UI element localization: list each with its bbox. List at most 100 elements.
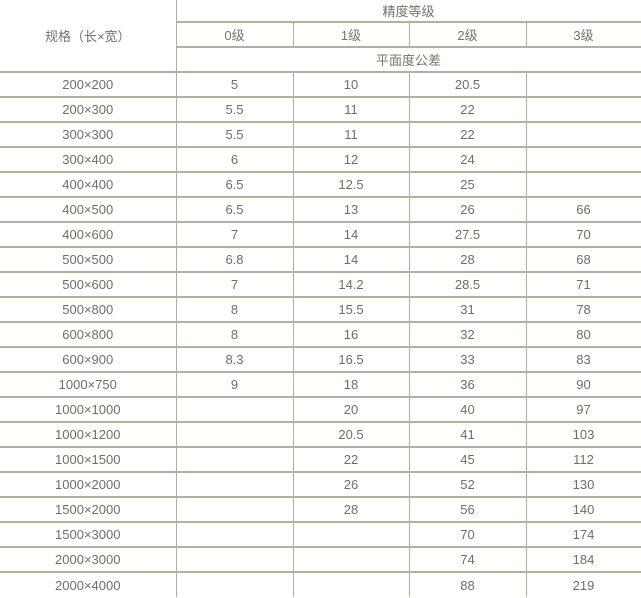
header-row-grade-levels: 0级 1级 2级 3级 <box>0 21 641 48</box>
grade-2-value-cell: 40 <box>408 396 527 423</box>
grade-1-value-cell: 12.5 <box>292 171 410 198</box>
header-row-grade-group: 规格（长×宽） 精度等级 <box>0 0 641 73</box>
grade-1-value-cell <box>292 521 410 548</box>
grade-2-value-cell: 41 <box>408 421 527 448</box>
table-row: 600×900 8.3 16.5 33 83 <box>0 346 641 373</box>
grade-1-value-cell: 11 <box>292 121 410 148</box>
grade-2-value-cell: 26 <box>408 196 527 223</box>
grade-0-value-cell <box>175 546 294 573</box>
table-row: 1000×1000 20 40 97 <box>0 396 641 423</box>
table-row: 1500×3000 70 174 <box>0 521 641 548</box>
spec-cell: 400×400 <box>0 171 177 198</box>
spec-cell: 1000×2000 <box>0 471 177 498</box>
table-row: 1000×1500 22 45 112 <box>0 446 641 473</box>
grade-3-value-cell: 68 <box>525 246 641 273</box>
grade-0-value-cell: 9 <box>175 371 294 398</box>
grade-1-value-cell: 13 <box>292 196 410 223</box>
grade-2-value-cell: 70 <box>408 521 527 548</box>
grade-2-value-cell: 52 <box>408 471 527 498</box>
grade-3-value-cell <box>525 71 641 98</box>
spec-cell: 1500×2000 <box>0 496 177 523</box>
grade-1-value-cell: 14.2 <box>292 271 410 298</box>
grade-0-value-cell <box>175 396 294 423</box>
header-row-tolerance: 平面度公差 <box>0 46 641 73</box>
grade-0-value-cell: 8 <box>175 296 294 323</box>
grade-2-value-cell: 56 <box>408 496 527 523</box>
grade-2-value-cell: 22 <box>408 96 527 123</box>
grade-3-value-cell: 78 <box>525 296 641 323</box>
table-row: 200×300 5.5 11 22 <box>0 96 641 123</box>
grade-2-value-cell: 24 <box>408 146 527 173</box>
grade-3-value-cell <box>525 121 641 148</box>
grade-3-value-cell: 90 <box>525 371 641 398</box>
table-row: 500×500 6.8 14 28 68 <box>0 246 641 273</box>
grade-0-value-cell <box>175 571 294 597</box>
grade-0-value-cell <box>175 421 294 448</box>
table-row: 400×400 6.5 12.5 25 <box>0 171 641 198</box>
grade-0-value-cell <box>175 446 294 473</box>
spec-cell: 1000×1500 <box>0 446 177 473</box>
grade-0-value-cell: 6 <box>175 146 294 173</box>
spec-cell: 1000×1000 <box>0 396 177 423</box>
grade-0-value-cell: 5.5 <box>175 96 294 123</box>
spec-cell: 400×600 <box>0 221 177 248</box>
grade-0-value-cell: 8 <box>175 321 294 348</box>
table-row: 1000×2000 26 52 130 <box>0 471 641 498</box>
spec-cell: 600×900 <box>0 346 177 373</box>
table-row: 600×800 8 16 32 80 <box>0 321 641 348</box>
table-row: 1000×1200 20.5 41 103 <box>0 421 641 448</box>
grade-3-value-cell: 70 <box>525 221 641 248</box>
grade-3-value-cell <box>525 96 641 123</box>
tolerance-header-cell: 平面度公差 <box>176 46 641 73</box>
grade-1-value-cell: 12 <box>292 146 410 173</box>
grade-0-value-cell: 5.5 <box>175 121 294 148</box>
grade-1-value-cell: 15.5 <box>292 296 410 323</box>
grade-2-value-cell: 88 <box>408 571 527 597</box>
grade-2-value-cell: 33 <box>408 346 527 373</box>
table-row: 400×500 6.5 13 26 66 <box>0 196 641 223</box>
grade-1-value-cell: 16 <box>292 321 410 348</box>
grade-3-value-cell: 80 <box>525 321 641 348</box>
spec-cell: 200×200 <box>0 71 177 98</box>
spec-header-cell: 规格（长×宽） <box>0 0 177 73</box>
spec-cell: 2000×3000 <box>0 546 177 573</box>
grade-1-value-cell: 28 <box>292 496 410 523</box>
grade-3-value-cell: 140 <box>525 496 641 523</box>
grade-3-value-cell <box>525 171 641 198</box>
grade-1-value-cell: 16.5 <box>292 346 410 373</box>
grade-2-value-cell: 36 <box>408 371 527 398</box>
spec-cell: 200×300 <box>0 96 177 123</box>
grade-0-value-cell: 7 <box>175 221 294 248</box>
grade-level-0-header: 0级 <box>176 21 294 48</box>
grade-3-value-cell: 97 <box>525 396 641 423</box>
table-row: 200×200 5 10 20.5 <box>0 71 641 98</box>
grade-1-value-cell: 20 <box>292 396 410 423</box>
grade-3-value-cell: 112 <box>525 446 641 473</box>
grade-3-value-cell: 83 <box>525 346 641 373</box>
spec-cell: 500×500 <box>0 246 177 273</box>
grade-3-value-cell: 219 <box>525 571 641 597</box>
grade-2-value-cell: 31 <box>408 296 527 323</box>
grade-3-value-cell: 174 <box>525 521 641 548</box>
grade-1-value-cell: 10 <box>292 71 410 98</box>
grade-3-value-cell: 184 <box>525 546 641 573</box>
grade-1-value-cell: 20.5 <box>292 421 410 448</box>
spec-cell: 1500×3000 <box>0 521 177 548</box>
table-row: 300×300 5.5 11 22 <box>0 121 641 148</box>
grade-1-value-cell: 26 <box>292 471 410 498</box>
grade-2-value-cell: 32 <box>408 321 527 348</box>
grade-group-header-cell: 精度等级 <box>175 0 641 23</box>
grade-3-value-cell: 66 <box>525 196 641 223</box>
spec-cell: 1000×750 <box>0 371 177 398</box>
table-row: 1500×2000 28 56 140 <box>0 496 641 523</box>
table-row: 2000×4000 88 219 <box>0 571 641 597</box>
spec-cell: 500×600 <box>0 271 177 298</box>
grade-2-value-cell: 27.5 <box>408 221 527 248</box>
grade-0-value-cell: 8.3 <box>175 346 294 373</box>
grade-level-1-header: 1级 <box>292 21 410 48</box>
table-row: 1000×750 9 18 36 90 <box>0 371 641 398</box>
grade-0-value-cell: 6.5 <box>175 171 294 198</box>
grade-0-value-cell: 5 <box>175 71 294 98</box>
grade-level-3-header: 3级 <box>525 21 641 48</box>
